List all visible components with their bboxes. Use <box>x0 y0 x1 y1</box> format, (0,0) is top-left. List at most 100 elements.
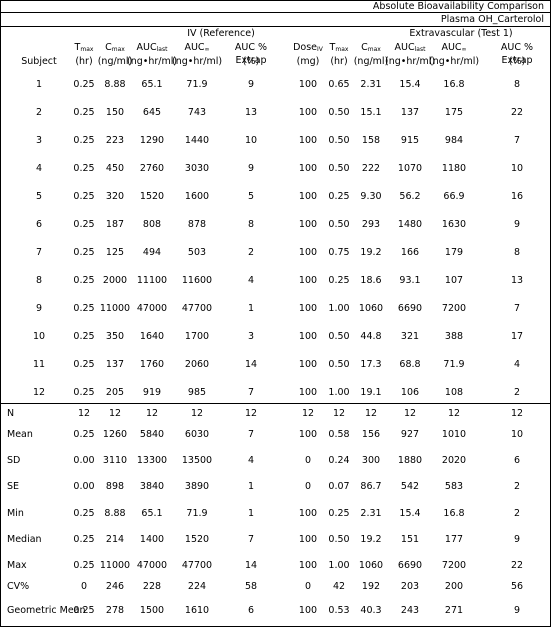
stat-cell: 0.25 <box>73 605 95 616</box>
stat-cell: 300 <box>361 455 381 466</box>
table-cell: 350 <box>105 331 125 342</box>
stat-cell: 0.25 <box>73 429 95 440</box>
stat-cell: 0.00 <box>73 481 95 492</box>
table-cell: 985 <box>187 387 207 398</box>
stat-cell: 224 <box>187 581 207 592</box>
column-header: AUC∞ <box>441 42 467 53</box>
column-unit: (%) <box>508 56 526 67</box>
stat-cell: 0.58 <box>328 429 350 440</box>
stats-divider <box>1 403 550 404</box>
stat-cell: 58 <box>244 581 258 592</box>
stat-cell: 0.25 <box>328 508 350 519</box>
stat-cell: 12 <box>77 408 91 419</box>
stat-cell: 19.2 <box>360 534 382 545</box>
stat-cell: 12 <box>447 408 461 419</box>
table-cell: 13 <box>510 275 524 286</box>
stat-cell: 1 <box>247 508 255 519</box>
table-cell: 2000 <box>102 275 128 286</box>
table-cell: 1070 <box>397 163 423 174</box>
column-unit: (ng•hr/ml) <box>385 56 436 67</box>
stat-cell: 12 <box>145 408 159 419</box>
table-cell: 2060 <box>184 359 210 370</box>
table-cell: 47000 <box>136 303 168 314</box>
stat-cell: 12 <box>332 408 346 419</box>
stat-cell: 246 <box>105 581 125 592</box>
column-header: Cmax <box>361 42 381 53</box>
stat-cell: 2 <box>513 481 521 492</box>
table-cell: 1180 <box>441 163 467 174</box>
table-cell: 0.65 <box>328 79 350 90</box>
subject-id: 1 <box>35 79 43 90</box>
table-cell: 4 <box>247 275 255 286</box>
subject-id: 4 <box>35 163 43 174</box>
table-cell: 293 <box>361 219 381 230</box>
stat-cell: 0 <box>304 455 312 466</box>
table-cell: 100 <box>298 359 318 370</box>
stat-cell: 56 <box>510 581 524 592</box>
stat-cell: 13500 <box>181 455 213 466</box>
stat-cell: 192 <box>361 581 381 592</box>
stat-cell: 3110 <box>102 455 128 466</box>
table-cell: 0.25 <box>73 275 95 286</box>
table-cell: 150 <box>105 107 125 118</box>
stat-cell: 214 <box>105 534 125 545</box>
table-cell: 0.50 <box>328 135 350 146</box>
table-cell: 93.1 <box>399 275 421 286</box>
table-cell: 68.8 <box>399 359 421 370</box>
table-cell: 0.25 <box>73 303 95 314</box>
column-header: Tmax <box>74 42 94 53</box>
table-cell: 0.25 <box>73 387 95 398</box>
column-header: AUClast <box>136 42 168 53</box>
table-cell: 0.25 <box>73 359 95 370</box>
table-cell: 3030 <box>184 163 210 174</box>
table-cell: 125 <box>105 247 125 258</box>
table-cell: 137 <box>105 359 125 370</box>
stat-cell: 4 <box>247 455 255 466</box>
table-cell: 915 <box>400 135 420 146</box>
table-cell: 9 <box>513 219 521 230</box>
table-cell: 223 <box>105 135 125 146</box>
table-cell: 137 <box>400 107 420 118</box>
stat-cell: 47000 <box>136 560 168 571</box>
stat-cell: 1400 <box>139 534 165 545</box>
table-cell: 2760 <box>139 163 165 174</box>
column-header: AUC % Extrap <box>500 42 534 66</box>
column-unit: (ng/ml) <box>97 56 133 67</box>
stat-cell: 12 <box>510 408 524 419</box>
table-cell: 16.8 <box>443 79 465 90</box>
table-cell: 108 <box>444 387 464 398</box>
table-cell: 4 <box>513 359 521 370</box>
table-cell: 10 <box>244 135 258 146</box>
table-cell: 8 <box>247 219 255 230</box>
table-cell: 450 <box>105 163 125 174</box>
table-cell: 71.9 <box>443 359 465 370</box>
stat-cell: 100 <box>298 429 318 440</box>
stat-cell: 100 <box>298 508 318 519</box>
stat-cell: 6690 <box>397 560 423 571</box>
table-title: Absolute Bioavailability Comparison <box>372 1 544 12</box>
table-cell: 8 <box>513 247 521 258</box>
table-cell: 2 <box>513 387 521 398</box>
table-cell: 5 <box>247 191 255 202</box>
stat-cell: 65.1 <box>141 508 163 519</box>
table-cell: 3 <box>247 331 255 342</box>
table-cell: 179 <box>444 247 464 258</box>
stat-cell: 12 <box>364 408 378 419</box>
table-cell: 19.1 <box>360 387 382 398</box>
stat-cell: 0.25 <box>73 508 95 519</box>
stat-cell: 156 <box>361 429 381 440</box>
table-cell: 71.9 <box>186 79 208 90</box>
stat-label: SE <box>7 481 20 492</box>
stat-cell: 0.25 <box>73 560 95 571</box>
table-cell: 1640 <box>139 331 165 342</box>
table-cell: 1.00 <box>328 387 350 398</box>
stat-cell: 927 <box>400 429 420 440</box>
table-cell: 8 <box>513 79 521 90</box>
stat-cell: 203 <box>400 581 420 592</box>
stat-cell: 9 <box>513 605 521 616</box>
table-cell: 6690 <box>397 303 423 314</box>
table-cell: 100 <box>298 247 318 258</box>
table-cell: 19.2 <box>360 247 382 258</box>
subject-id: 5 <box>35 191 43 202</box>
